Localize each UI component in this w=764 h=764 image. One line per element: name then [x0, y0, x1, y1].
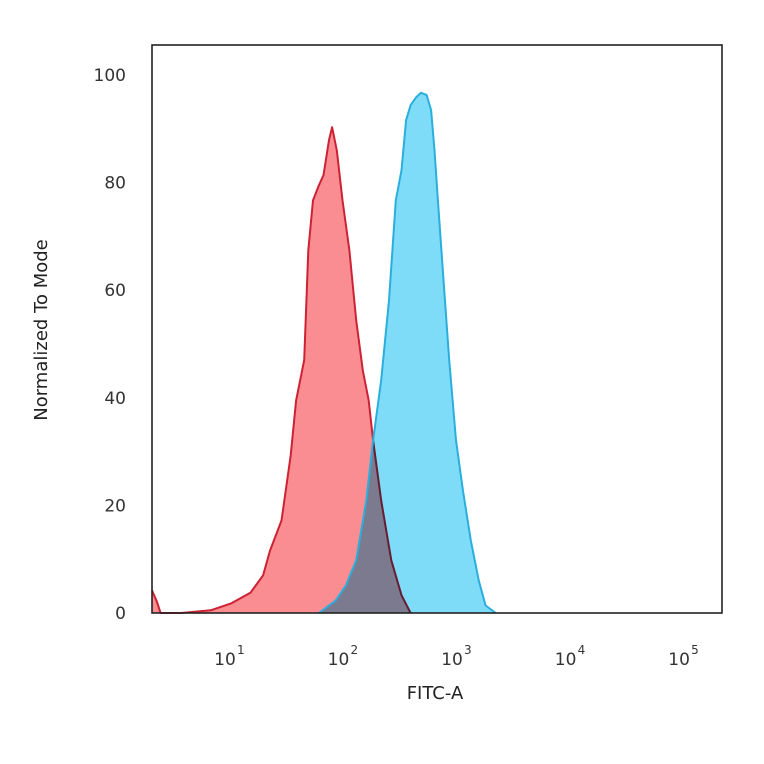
x-tick-exponent: 2 [350, 643, 358, 657]
x-tick-label: 10 3 [441, 643, 471, 670]
x-tick-label: 10 4 [555, 643, 585, 670]
y-tick-labels: 0 20 40 60 80 100 [94, 66, 126, 624]
histogram-outline-1 [151, 126, 412, 614]
x-tick-base: 10 [555, 650, 577, 670]
x-tick-label: 10 5 [668, 643, 698, 670]
x-tick-exponent: 3 [464, 643, 472, 657]
x-tick-base: 10 [441, 650, 463, 670]
x-tick-label: 10 2 [328, 643, 358, 670]
y-tick-label: 40 [104, 389, 126, 409]
y-tick-label: 0 [115, 604, 126, 624]
x-tick-base: 10 [328, 650, 350, 670]
x-tick-base: 10 [668, 650, 690, 670]
x-tick-labels: 10 1 10 2 10 3 10 4 10 5 [214, 643, 699, 670]
series-layer [151, 91, 497, 614]
x-tick-exponent: 1 [237, 643, 245, 657]
y-tick-label: 80 [104, 174, 126, 194]
y-tick-label: 60 [104, 281, 126, 301]
histogram-fill-2 [318, 92, 496, 614]
x-tick-label: 10 1 [214, 643, 244, 670]
plot-frame [151, 44, 723, 614]
histogram-outline-2 [318, 91, 497, 614]
x-axis-title: FITC-A [407, 683, 464, 704]
x-tick-exponent: 4 [578, 643, 586, 657]
x-tick-base: 10 [214, 650, 236, 670]
y-axis-title: Normalized To Mode [31, 239, 52, 421]
histogram-fill-1 [152, 127, 411, 613]
y-tick-label: 20 [104, 496, 126, 516]
x-tick-exponent: 5 [691, 643, 699, 657]
y-tick-label: 100 [94, 66, 126, 86]
